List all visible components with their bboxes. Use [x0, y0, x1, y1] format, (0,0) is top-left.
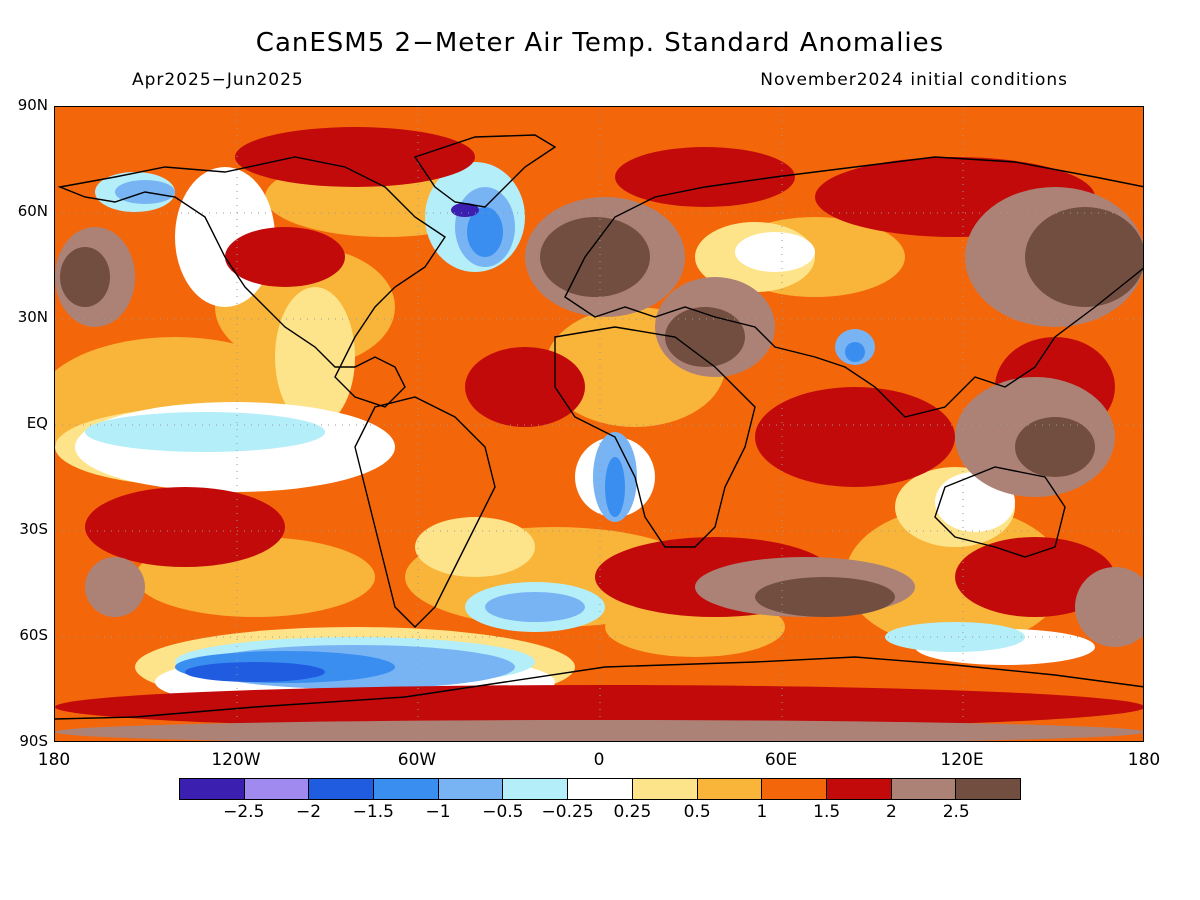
- period-label: Apr2025−Jun2025: [132, 70, 304, 90]
- legend-label: 1.5: [813, 802, 841, 822]
- anomaly-red: [55, 127, 1143, 729]
- legend-label: −2: [296, 802, 322, 822]
- legend-label: 2: [886, 802, 897, 822]
- legend-swatch: [374, 779, 439, 799]
- legend-swatch: [244, 779, 310, 799]
- legend-swatch: [568, 779, 633, 799]
- legend-swatch: [503, 779, 569, 799]
- anomaly-dark-brown: [60, 207, 1143, 617]
- lat-label: EQ: [26, 414, 48, 432]
- anomaly-dark-blue: [185, 662, 325, 682]
- legend-swatch: [697, 779, 763, 799]
- lon-label: 0: [593, 750, 605, 770]
- lat-label: 60N: [17, 202, 48, 220]
- chart-title: CanESM5 2−Meter Air Temp. Standard Anoma…: [255, 28, 945, 58]
- lon-label: 180: [37, 750, 71, 770]
- lat-label: 30S: [19, 520, 48, 538]
- color-legend: [179, 778, 1021, 800]
- lon-label: 120W: [211, 750, 261, 770]
- legend-swatch: [956, 779, 1020, 799]
- lat-label: 60S: [19, 626, 48, 644]
- legend-swatch: [180, 779, 245, 799]
- legend-label: −1: [425, 802, 451, 822]
- legend-swatch: [891, 779, 957, 799]
- legend-swatch: [762, 779, 827, 799]
- lon-label: 120E: [940, 750, 984, 770]
- lat-label: 30N: [17, 308, 48, 326]
- lon-label: 60W: [397, 750, 437, 770]
- coastlines: [55, 134, 1143, 720]
- lon-label: 60E: [764, 750, 798, 770]
- legend-label: −0.25: [541, 802, 594, 822]
- legend-swatch: [632, 779, 698, 799]
- anomaly-map: [54, 106, 1144, 742]
- init-conditions-label: November2024 initial conditions: [760, 70, 1068, 90]
- legend-label: −2.5: [223, 802, 265, 822]
- lat-label: 90N: [17, 96, 48, 114]
- lon-label: 180: [1127, 750, 1161, 770]
- legend-label: 1: [756, 802, 768, 822]
- legend-label: −0.5: [482, 802, 524, 822]
- legend-label: 0.25: [613, 802, 652, 822]
- anomaly-darkest-blue: [451, 203, 479, 217]
- legend-swatch: [826, 779, 892, 799]
- legend-label: 2.5: [942, 802, 970, 822]
- legend-swatch: [309, 779, 375, 799]
- legend-label: −1.5: [352, 802, 394, 822]
- legend-swatch: [438, 779, 504, 799]
- legend-label: 0.5: [683, 802, 711, 822]
- lat-label: 90S: [19, 732, 48, 750]
